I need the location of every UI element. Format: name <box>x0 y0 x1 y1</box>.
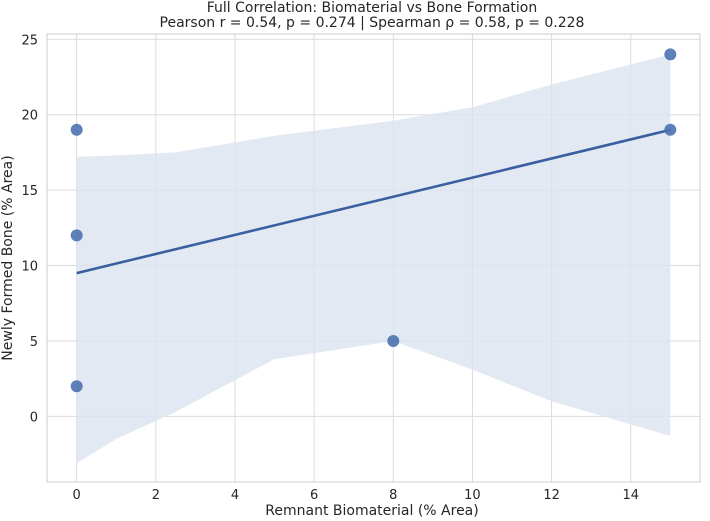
y-tick-label: 0 <box>30 410 38 425</box>
y-tick-label: 20 <box>21 109 38 124</box>
data-point <box>70 380 83 393</box>
y-axis-label: Newly Formed Bone (% Area) <box>0 155 16 360</box>
regression-line-group <box>76 128 671 275</box>
data-points <box>70 48 677 393</box>
data-point <box>70 229 83 242</box>
x-tick-label: 14 <box>622 488 639 503</box>
regression-line <box>76 128 671 275</box>
y-tick-label: 10 <box>21 260 38 275</box>
y-tick-label: 5 <box>30 335 38 350</box>
chart-subtitle: Pearson r = 0.54, p = 0.274 | Spearman ρ… <box>160 15 585 31</box>
confidence-band-group <box>76 54 671 464</box>
data-point <box>664 123 677 136</box>
y-tick-label: 25 <box>21 33 38 48</box>
confidence-band <box>76 54 671 464</box>
x-tick-label: 0 <box>73 488 81 503</box>
y-tick-label: 15 <box>21 184 38 199</box>
plot-frame <box>46 33 701 483</box>
chart-title: Full Correlation: Biomaterial vs Bone Fo… <box>207 0 538 16</box>
data-point <box>70 123 83 136</box>
x-tick-labels: 0 2 4 6 8 10 12 14 <box>73 488 639 503</box>
x-tick-label: 8 <box>389 488 397 503</box>
x-axis-label: Remnant Biomaterial (% Area) <box>265 503 478 519</box>
y-tick-labels: 0 5 10 15 20 25 <box>21 33 38 425</box>
data-point <box>664 48 677 61</box>
x-tick-label: 4 <box>231 488 239 503</box>
data-point <box>387 334 400 347</box>
x-tick-label: 10 <box>464 488 481 503</box>
x-tick-label: 12 <box>543 488 560 503</box>
x-tick-label: 2 <box>152 488 160 503</box>
x-tick-label: 6 <box>310 488 318 503</box>
